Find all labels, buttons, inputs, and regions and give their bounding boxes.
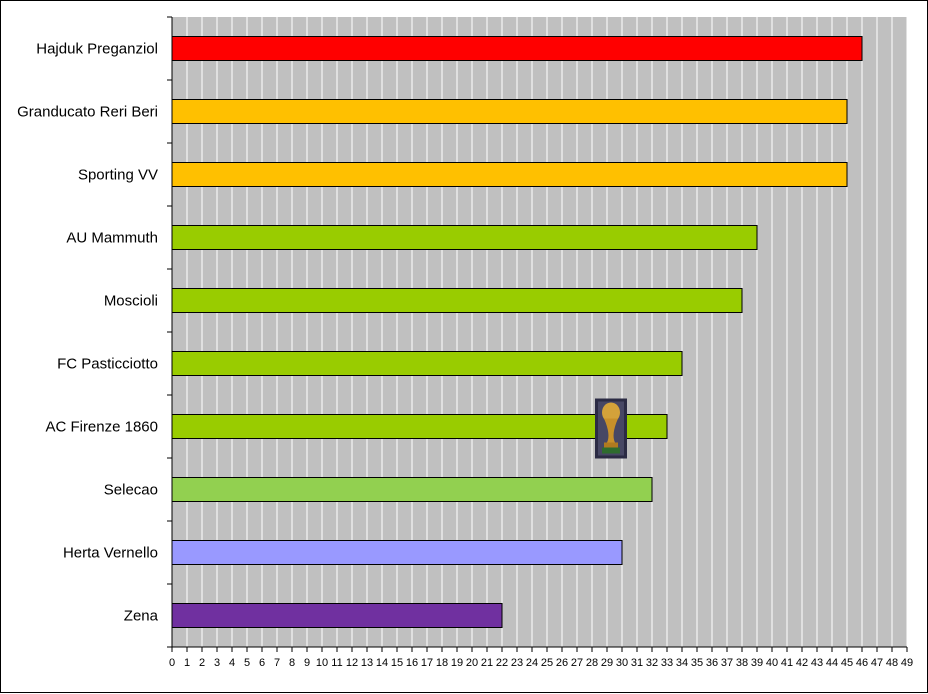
- x-tick-label-18: 18: [436, 657, 448, 669]
- bar-2: [171, 99, 848, 124]
- x-tick-label-37: 37: [721, 657, 733, 669]
- x-tick-label-20: 20: [466, 657, 478, 669]
- x-tick-label-36: 36: [706, 657, 718, 669]
- trophy-globe: [602, 402, 620, 423]
- x-tick-label-33: 33: [661, 657, 673, 669]
- x-tick-label-10: 10: [316, 657, 328, 669]
- x-tick-label-27: 27: [571, 657, 583, 669]
- bar-7: [171, 414, 668, 439]
- bar-3: [171, 162, 848, 187]
- x-tick-label-8: 8: [289, 657, 295, 669]
- x-tick-label-45: 45: [841, 657, 853, 669]
- bars: [171, 36, 863, 628]
- bar-9: [171, 540, 623, 565]
- x-tick-label-26: 26: [556, 657, 568, 669]
- x-tick-label-21: 21: [481, 657, 493, 669]
- category-label-8: Selecao: [104, 482, 158, 499]
- x-tick-label-32: 32: [646, 657, 658, 669]
- x-tick-label-24: 24: [526, 657, 538, 669]
- x-tick-label-14: 14: [376, 657, 388, 669]
- trophy-neck: [604, 442, 618, 448]
- x-tick-label-12: 12: [346, 657, 358, 669]
- x-tick-label-23: 23: [511, 657, 523, 669]
- x-tick-label-25: 25: [541, 657, 553, 669]
- x-tick-label-30: 30: [616, 657, 628, 669]
- x-tick-label-29: 29: [601, 657, 613, 669]
- bar-10: [171, 603, 503, 628]
- category-labels: Hajduk Preganziol Granducato Reri Beri Spo…: [17, 41, 159, 625]
- x-tick-label-47: 47: [871, 657, 883, 669]
- x-tick-label-48: 48: [886, 657, 898, 669]
- x-tick-label-4: 4: [229, 657, 235, 669]
- x-tick-label-22: 22: [496, 657, 508, 669]
- x-tick-label-19: 19: [451, 657, 463, 669]
- x-tick-label-3: 3: [214, 657, 220, 669]
- x-tick-label-38: 38: [736, 657, 748, 669]
- x-tick-label-13: 13: [361, 657, 373, 669]
- x-tick-label-35: 35: [691, 657, 703, 669]
- category-label-7: AC Firenze 1860: [45, 419, 158, 436]
- x-tick-label-31: 31: [631, 657, 643, 669]
- x-tick-label-9: 9: [304, 657, 310, 669]
- x-tick-label-42: 42: [796, 657, 808, 669]
- category-label-4: AU Mammuth: [66, 230, 158, 247]
- bar-4: [171, 225, 758, 250]
- x-tick-label-0: 0: [169, 657, 175, 669]
- category-label-3: Sporting VV: [78, 167, 158, 184]
- x-tick-label-41: 41: [781, 657, 793, 669]
- category-label-9: Herta Vernello: [63, 545, 158, 562]
- category-label-1: Hajduk Preganziol: [36, 41, 158, 58]
- x-tick-label-17: 17: [421, 657, 433, 669]
- trophy-icon: [595, 398, 627, 459]
- x-tick-label-1: 1: [184, 657, 190, 669]
- bar-6: [171, 351, 683, 376]
- x-tick-labels: 0 1 2 3 4 5 6 7 8 9 10 11 12 13 14 15 16 17 18 19 20 21 22 23 24…: [169, 657, 913, 669]
- x-tick-label-7: 7: [274, 657, 280, 669]
- x-tick-label-5: 5: [244, 657, 250, 669]
- bar-8: [171, 477, 653, 502]
- x-tick-label-49: 49: [901, 657, 913, 669]
- category-label-10: Zena: [124, 608, 159, 625]
- x-tick-label-28: 28: [586, 657, 598, 669]
- x-tick-label-16: 16: [406, 657, 418, 669]
- annotation-layer: [595, 398, 627, 459]
- x-tick-label-39: 39: [751, 657, 763, 669]
- x-tick-label-46: 46: [856, 657, 868, 669]
- x-tick-label-43: 43: [811, 657, 823, 669]
- x-tick-label-2: 2: [199, 657, 205, 669]
- trophy-base: [602, 447, 620, 454]
- x-tick-label-15: 15: [391, 657, 403, 669]
- category-label-5: Moscioli: [104, 293, 158, 310]
- x-tick-label-44: 44: [826, 657, 838, 669]
- trophy-body: [604, 418, 618, 443]
- x-tick-label-34: 34: [676, 657, 688, 669]
- x-tick-label-40: 40: [766, 657, 778, 669]
- x-tick-label-6: 6: [259, 657, 265, 669]
- category-label-6: FC Pasticciotto: [57, 356, 158, 373]
- bar-1: [171, 36, 863, 61]
- category-label-2: Granducato Reri Beri: [17, 104, 158, 121]
- bar-5: [171, 288, 743, 313]
- x-tick-label-11: 11: [331, 657, 342, 669]
